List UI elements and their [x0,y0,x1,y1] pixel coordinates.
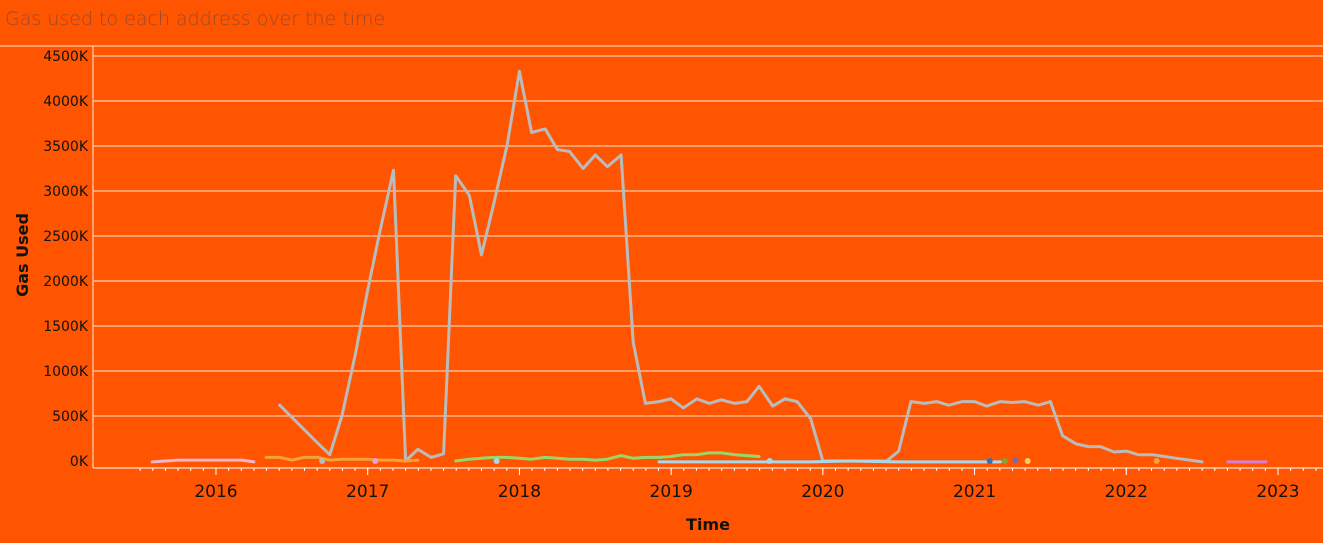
series-lines [150,69,1268,464]
data-marker [1001,458,1008,464]
data-marker [1153,458,1160,464]
y-tick-label: 0K [70,454,89,470]
y-tick-label: 2500K [43,229,89,245]
x-tick-label: 2020 [801,482,844,502]
series-line-2 [454,451,761,463]
grid-lines [0,45,1323,417]
data-marker [986,458,993,464]
x-tick-label: 2021 [953,482,996,502]
data-markers [319,457,1160,464]
x-tick-label: 2016 [194,482,237,502]
data-marker [319,458,326,464]
x-axis-title: Time [686,515,730,534]
y-tick-label: 2000K [43,274,89,290]
data-marker [1024,458,1031,464]
y-tick-label: 1500K [43,319,89,335]
y-tick-label: 4000K [43,94,89,110]
data-marker [1012,457,1019,464]
axes [92,46,1323,475]
tick-labels: 0K 500K 1000K 1500K 2000K 2500K 3000K 3500K 4000… [43,49,1299,502]
series-line-1 [278,69,1204,464]
y-tick-label: 4500K [43,49,89,65]
x-tick-label: 2017 [346,482,389,502]
data-marker [766,458,773,464]
y-axis-title: Gas Used [13,213,32,297]
x-tick-label: 2022 [1105,482,1148,502]
series-line-3 [264,455,420,463]
data-marker [493,458,500,464]
x-tick-label: 2023 [1256,482,1299,502]
x-tick-label: 2019 [650,482,693,502]
y-tick-label: 3000K [43,184,89,200]
x-tick-label: 2018 [498,482,541,502]
y-tick-label: 3500K [43,139,89,155]
y-tick-label: 500K [52,409,89,425]
series-line-4 [150,458,256,464]
chart-title: Gas used to each address over the time [5,8,386,30]
y-tick-label: 1000K [43,364,89,380]
data-marker [372,458,379,464]
series-line-5 [657,459,1002,464]
